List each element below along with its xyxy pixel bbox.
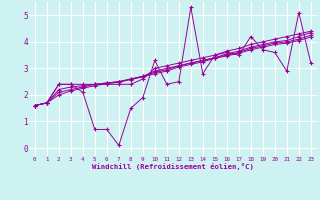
X-axis label: Windchill (Refroidissement éolien,°C): Windchill (Refroidissement éolien,°C) <box>92 163 254 170</box>
